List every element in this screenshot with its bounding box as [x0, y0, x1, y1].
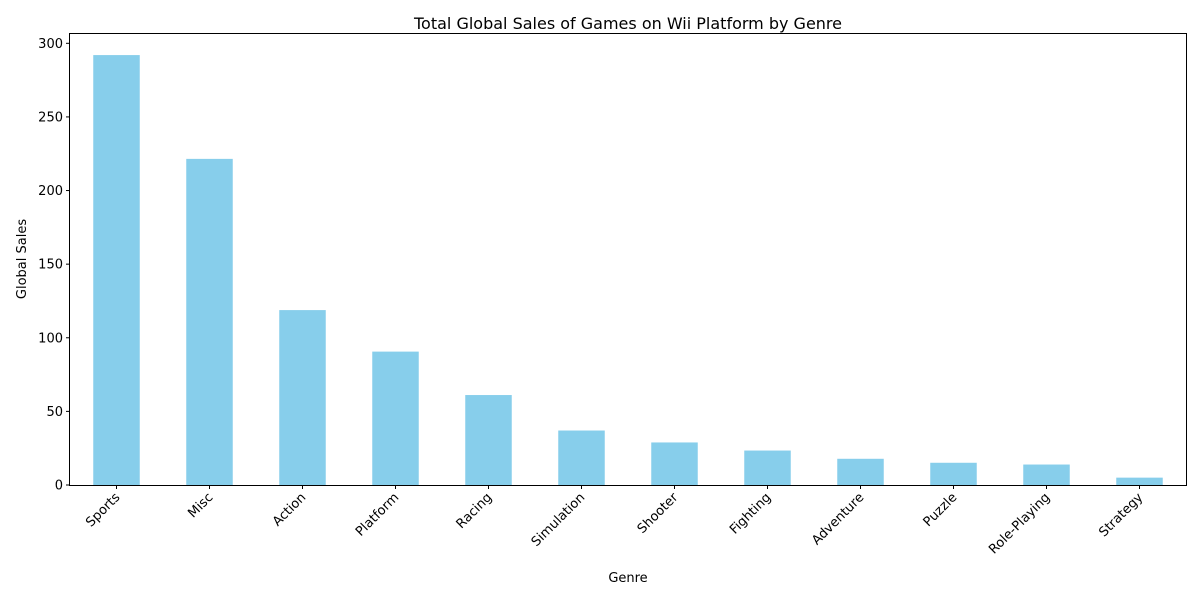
bar-simulation — [558, 430, 605, 485]
y-tick-label: 250 — [38, 110, 63, 125]
y-tick-label: 200 — [38, 184, 63, 199]
bar-adventure — [837, 458, 884, 485]
bar-fighting — [744, 450, 791, 485]
bar-role-playing — [1023, 464, 1070, 485]
x-tick-label: Puzzle — [921, 490, 961, 530]
y-tick-label: 300 — [38, 37, 63, 52]
bar-action — [279, 310, 326, 485]
bar-misc — [186, 158, 233, 485]
x-axis-label: Genre — [608, 571, 647, 586]
bar-puzzle — [930, 462, 977, 485]
x-axis-ticks: Sports Misc Action Platform Racing Simulation… — [83, 485, 1147, 557]
bar-strategy — [1116, 477, 1163, 485]
bars-group — [93, 55, 1163, 485]
x-tick-label: Fighting — [727, 490, 774, 537]
x-tick-label: Action — [270, 490, 309, 529]
chart-title: Total Global Sales of Games on Wii Platf… — [413, 14, 842, 33]
x-tick-label: Sports — [83, 490, 123, 530]
bar-racing — [465, 395, 512, 485]
x-tick-label: Role-Playing — [986, 490, 1053, 557]
y-tick-label: 100 — [38, 331, 63, 346]
x-tick-label: Platform — [353, 490, 402, 539]
x-tick-label: Strategy — [1096, 490, 1146, 540]
x-tick-label: Simulation — [529, 490, 589, 550]
y-tick-label: 50 — [46, 405, 63, 420]
y-axis-label: Global Sales — [15, 219, 30, 299]
x-tick-label: Racing — [454, 490, 496, 532]
plot-frame — [69, 33, 1187, 486]
bar-platform — [372, 351, 419, 485]
x-tick-label: Shooter — [635, 490, 682, 537]
y-tick-label: 150 — [38, 258, 63, 273]
y-axis-ticks: 0 50 100 150 200 250 300 — [38, 37, 70, 494]
x-tick-label: Adventure — [809, 490, 867, 548]
bar-sports — [93, 55, 140, 485]
y-tick-label: 0 — [55, 479, 63, 494]
x-tick-label: Misc — [185, 490, 216, 521]
bar-shooter — [651, 442, 698, 485]
